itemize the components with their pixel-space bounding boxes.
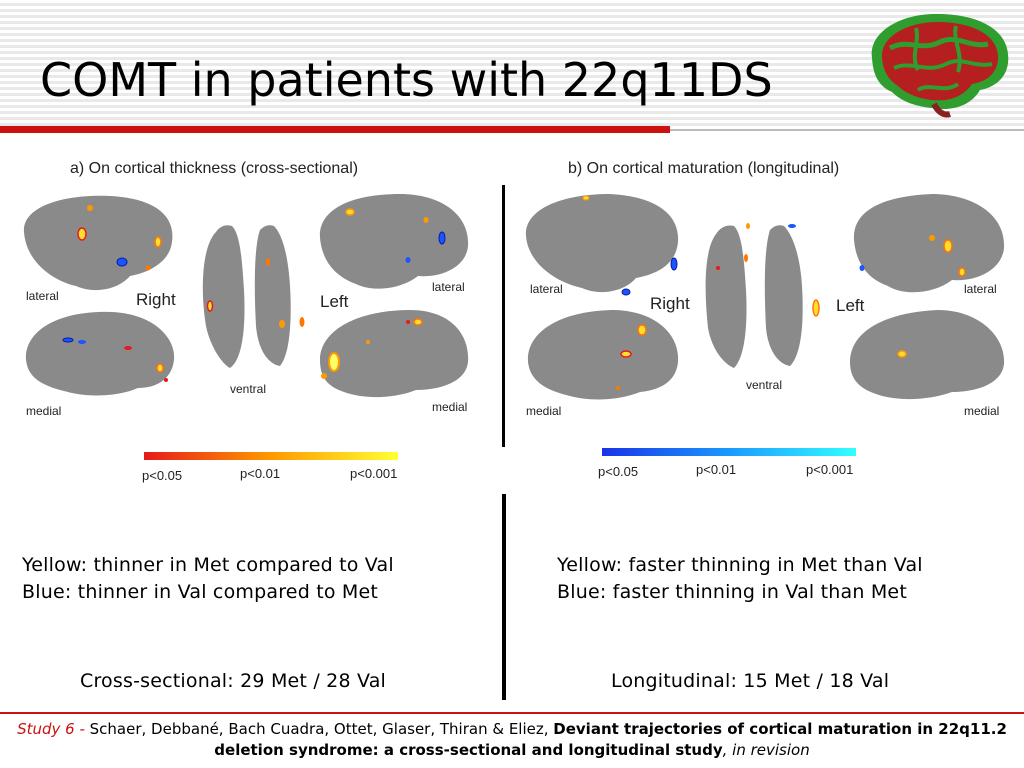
label-hemisphere-left: Left xyxy=(836,296,865,315)
figure-cortical-thickness: a) On cortical thickness (cross-sectiona… xyxy=(20,150,480,490)
brain-ventral-right xyxy=(202,225,245,368)
colorbar-b-tick: p<0.01 xyxy=(696,462,737,477)
figure-a-brains xyxy=(23,194,469,398)
brain-right-lateral xyxy=(23,195,173,291)
label-hemisphere-left: Left xyxy=(320,292,349,311)
label-lateral-right: lateral xyxy=(530,282,563,296)
label-medial-left: medial xyxy=(964,404,1000,418)
label-lateral-left: lateral xyxy=(432,280,465,294)
right-yellow-line: Yellow: faster thinning in Met than Val xyxy=(557,554,923,576)
citation-authors: Schaer, Debbané, Bach Cuadra, Ottet, Gla… xyxy=(84,720,554,738)
citation-status: , in revision xyxy=(722,741,810,759)
figure-b-brains xyxy=(525,194,1005,400)
colorbar-b-tick: p<0.001 xyxy=(806,462,854,477)
cross-sectional-sample: Cross-sectional: 29 Met / 28 Val xyxy=(80,670,387,692)
footer-accent-line xyxy=(0,712,1024,714)
left-blue-line: Blue: thinner in Val compared to Met xyxy=(22,581,379,603)
colorbar-b-tick: p<0.05 xyxy=(598,464,639,479)
citation: Study 6 - Schaer, Debbané, Bach Cuadra, … xyxy=(0,719,1024,761)
label-lateral-right: lateral xyxy=(26,289,59,303)
label-medial-left: medial xyxy=(432,400,468,414)
colorbar-b xyxy=(602,448,856,456)
figure-b-title: b) On cortical maturation (longitudinal) xyxy=(568,160,840,177)
label-hemisphere-right: Right xyxy=(650,294,690,313)
brain-right-lateral xyxy=(525,194,679,293)
colorbar-a-tick: p<0.05 xyxy=(142,468,183,483)
label-medial-right: medial xyxy=(526,404,562,418)
figure-a-title: a) On cortical thickness (cross-sectiona… xyxy=(70,160,359,177)
label-ventral: ventral xyxy=(230,382,267,396)
label-hemisphere-right: Right xyxy=(136,290,176,309)
colorbar-a xyxy=(144,452,398,460)
text-divider xyxy=(502,494,506,700)
left-yellow-line: Yellow: thinner in Met compared to Val xyxy=(22,554,394,576)
label-medial-right: medial xyxy=(26,404,62,418)
brain-left-lateral xyxy=(319,194,469,289)
label-ventral: ventral xyxy=(746,378,783,392)
brain-left-medial xyxy=(320,310,469,398)
brain-left-lateral xyxy=(853,194,1005,293)
brain-ventral-left xyxy=(764,225,803,366)
brain-logo-icon xyxy=(871,13,1009,118)
header-stripes xyxy=(0,0,1024,128)
brain-left-medial xyxy=(850,310,1005,400)
brain-ventral-right xyxy=(705,225,747,368)
citation-paper-title: Deviant trajectories of cortical maturat… xyxy=(214,720,1007,759)
left-description: Yellow: thinner in Met compared to Val B… xyxy=(22,552,394,606)
header-accent-bar xyxy=(0,126,670,133)
right-blue-line: Blue: faster thinning in Val than Met xyxy=(557,581,907,603)
brain-ventral-left xyxy=(254,225,291,366)
label-lateral-left: lateral xyxy=(964,282,997,296)
brain-right-medial xyxy=(25,311,175,396)
header-gray-line xyxy=(670,129,1024,131)
citation-study: Study 6 - xyxy=(17,720,85,738)
right-description: Yellow: faster thinning in Met than Val … xyxy=(557,552,923,606)
figure-divider xyxy=(502,185,505,447)
brain-right-medial xyxy=(527,310,679,400)
colorbar-a-tick: p<0.001 xyxy=(350,466,398,481)
figure-cortical-maturation: b) On cortical maturation (longitudinal)… xyxy=(520,150,1010,490)
slide-title: COMT in patients with 22q11DS xyxy=(40,53,773,107)
colorbar-a-tick: p<0.01 xyxy=(240,466,281,481)
longitudinal-sample: Longitudinal: 15 Met / 18 Val xyxy=(611,670,890,692)
